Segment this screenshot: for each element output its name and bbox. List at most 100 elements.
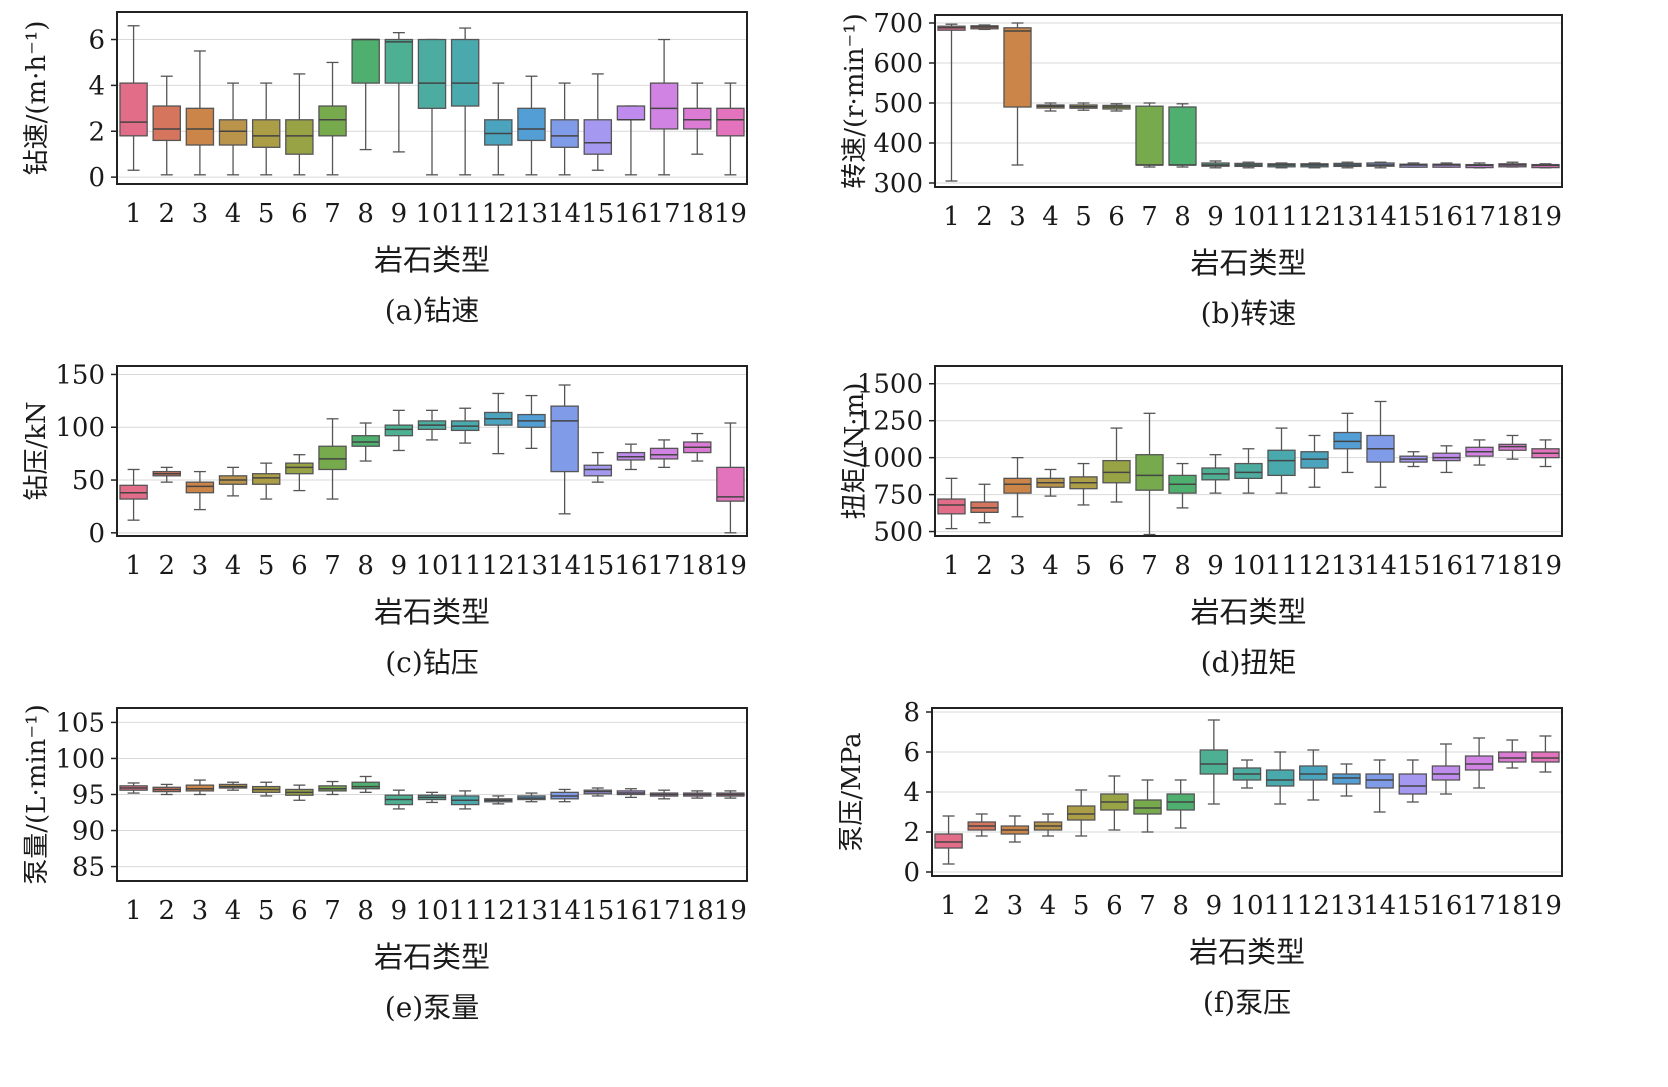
y-tick-label: 50 xyxy=(72,466,105,496)
box-11 xyxy=(1267,427,1296,494)
box-6 xyxy=(285,454,314,492)
box-iqr xyxy=(1066,805,1096,821)
x-tick-label: 11 xyxy=(449,199,482,229)
box-1 xyxy=(937,23,966,182)
box-7 xyxy=(1135,412,1164,536)
box-iqr xyxy=(1531,751,1560,763)
box-17 xyxy=(1464,737,1494,789)
y-tick-label: 6 xyxy=(88,26,105,56)
box-17 xyxy=(649,38,679,176)
x-tick-label: 15 xyxy=(581,896,614,926)
x-tick-label: 6 xyxy=(1108,551,1125,581)
panel-caption: (d)扭矩 xyxy=(1201,646,1297,679)
box-8 xyxy=(351,422,380,462)
box-5 xyxy=(1069,102,1098,111)
x-tick-label: 8 xyxy=(357,551,374,581)
box-2 xyxy=(152,75,181,176)
box-16 xyxy=(616,443,646,471)
x-tick-label: 16 xyxy=(614,551,647,581)
x-axis-label: 岩石类型 xyxy=(374,940,490,974)
box-17 xyxy=(1465,439,1494,466)
box-15 xyxy=(583,73,613,171)
box-iqr xyxy=(1299,765,1328,781)
y-tick-label: 8 xyxy=(903,698,920,728)
box-8 xyxy=(1166,779,1195,829)
box-iqr xyxy=(384,38,414,84)
x-tick-label: 5 xyxy=(258,199,275,229)
panel-caption: (e)泵量 xyxy=(385,991,479,1024)
box-9 xyxy=(1201,454,1230,494)
plot-frame xyxy=(116,11,748,185)
box-13 xyxy=(1333,161,1362,169)
x-tick-label: 8 xyxy=(1174,202,1191,232)
box-4 xyxy=(218,82,248,176)
x-tick-label: 19 xyxy=(714,896,747,926)
x-tick-label: 18 xyxy=(681,199,714,229)
box-12 xyxy=(484,392,513,455)
y-tick-label: 95 xyxy=(72,781,105,811)
x-tick-label: 4 xyxy=(225,896,242,926)
box-11 xyxy=(450,407,480,444)
box-16 xyxy=(1432,445,1461,474)
y-tick-label: 600 xyxy=(873,49,923,79)
x-tick-label: 11 xyxy=(1264,891,1297,921)
x-axis-label: 岩石类型 xyxy=(1189,935,1305,969)
x-tick-label: 4 xyxy=(1042,551,1059,581)
box-5 xyxy=(251,462,281,500)
x-tick-label: 18 xyxy=(1496,551,1529,581)
box-10 xyxy=(417,791,447,804)
box-10 xyxy=(417,409,447,441)
box-12 xyxy=(1299,749,1328,801)
box-iqr xyxy=(417,38,447,109)
box-12 xyxy=(1300,434,1329,488)
box-iqr xyxy=(251,473,281,485)
box-14 xyxy=(550,82,579,176)
x-tick-label: 10 xyxy=(415,199,448,229)
box-18 xyxy=(683,790,712,799)
y-tick-label: 1500 xyxy=(857,370,923,400)
box-3 xyxy=(1003,457,1032,518)
y-tick-label: 700 xyxy=(873,9,923,39)
x-tick-label: 5 xyxy=(1073,891,1090,921)
box-3 xyxy=(1000,815,1030,843)
x-tick-label: 2 xyxy=(158,551,175,581)
y-tick-label: 500 xyxy=(873,89,923,119)
box-3 xyxy=(185,50,215,176)
x-tick-label: 5 xyxy=(258,551,275,581)
x-tick-label: 10 xyxy=(415,896,448,926)
box-19 xyxy=(716,790,745,799)
x-tick-label: 7 xyxy=(1141,551,1158,581)
x-tick-label: 18 xyxy=(681,551,714,581)
x-tick-label: 5 xyxy=(1075,202,1092,232)
box-7 xyxy=(1133,779,1162,833)
y-tick-label: 100 xyxy=(55,413,105,443)
x-tick-label: 15 xyxy=(581,199,614,229)
box-2 xyxy=(152,466,181,483)
box-iqr xyxy=(1135,454,1164,491)
x-tick-label: 6 xyxy=(291,199,308,229)
box-10 xyxy=(1232,759,1262,789)
x-tick-label: 7 xyxy=(1141,202,1158,232)
x-tick-label: 13 xyxy=(1331,202,1364,232)
x-tick-label: 4 xyxy=(1040,891,1057,921)
x-tick-label: 3 xyxy=(1009,551,1026,581)
box-19 xyxy=(1531,439,1560,468)
x-tick-label: 14 xyxy=(1364,551,1397,581)
x-tick-label: 17 xyxy=(648,896,681,926)
x-tick-label: 8 xyxy=(357,199,374,229)
box-11 xyxy=(450,790,480,810)
x-tick-label: 12 xyxy=(482,199,515,229)
y-tick-label: 85 xyxy=(72,853,105,883)
box-iqr xyxy=(185,481,215,494)
box-2 xyxy=(970,483,999,524)
x-tick-label: 12 xyxy=(1297,891,1330,921)
y-axis-label: 扭矩/(N·m) xyxy=(840,383,870,520)
y-tick-label: 105 xyxy=(55,708,105,738)
x-tick-label: 10 xyxy=(1230,891,1263,921)
box-3 xyxy=(185,779,215,796)
box-9 xyxy=(1201,160,1230,169)
x-tick-label: 11 xyxy=(449,551,482,581)
y-tick-label: 300 xyxy=(873,169,923,199)
